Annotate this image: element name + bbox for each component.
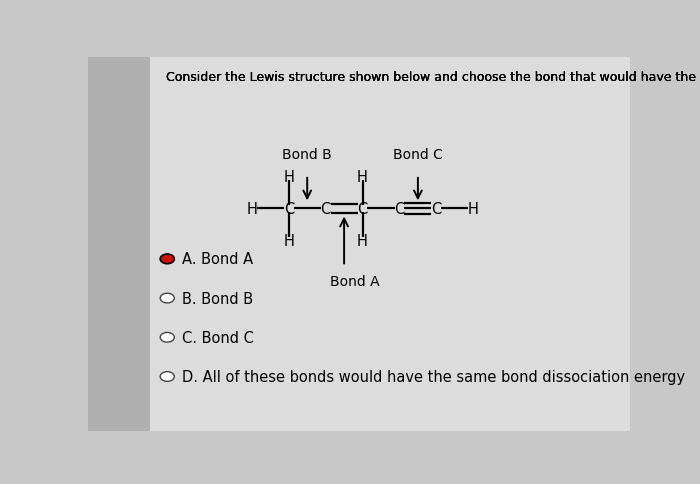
Circle shape	[160, 372, 174, 381]
FancyBboxPatch shape	[150, 58, 630, 431]
Text: H: H	[246, 201, 258, 216]
Circle shape	[160, 255, 174, 264]
Text: C: C	[358, 201, 368, 216]
Text: H: H	[284, 170, 294, 185]
Text: C: C	[321, 201, 331, 216]
Text: B. Bond B: B. Bond B	[183, 291, 253, 306]
Text: H: H	[357, 170, 368, 185]
Text: Consider the Lewis structure shown below and choose the bond that would have the: Consider the Lewis structure shown below…	[166, 71, 700, 84]
Text: D. All of these bonds would have the same bond dissociation energy: D. All of these bonds would have the sam…	[183, 369, 685, 384]
Text: C: C	[284, 201, 294, 216]
Text: Bond B: Bond B	[282, 148, 332, 162]
Circle shape	[160, 333, 174, 343]
Text: H: H	[284, 233, 294, 248]
Text: Bond C: Bond C	[393, 148, 443, 162]
Text: H: H	[357, 233, 368, 248]
Text: H: H	[468, 201, 479, 216]
Text: Bond A: Bond A	[330, 275, 380, 288]
Text: A. Bond A: A. Bond A	[183, 252, 253, 267]
Text: C. Bond C: C. Bond C	[183, 330, 254, 345]
Text: C: C	[431, 201, 442, 216]
Text: Consider the Lewis structure shown below and choose the bond that would have the: Consider the Lewis structure shown below…	[166, 71, 700, 84]
Text: C: C	[394, 201, 405, 216]
Circle shape	[160, 294, 174, 303]
Text: Consider the Lewis structure shown below and choose the bond that would have the: Consider the Lewis structure shown below…	[166, 71, 700, 84]
FancyBboxPatch shape	[88, 58, 150, 431]
